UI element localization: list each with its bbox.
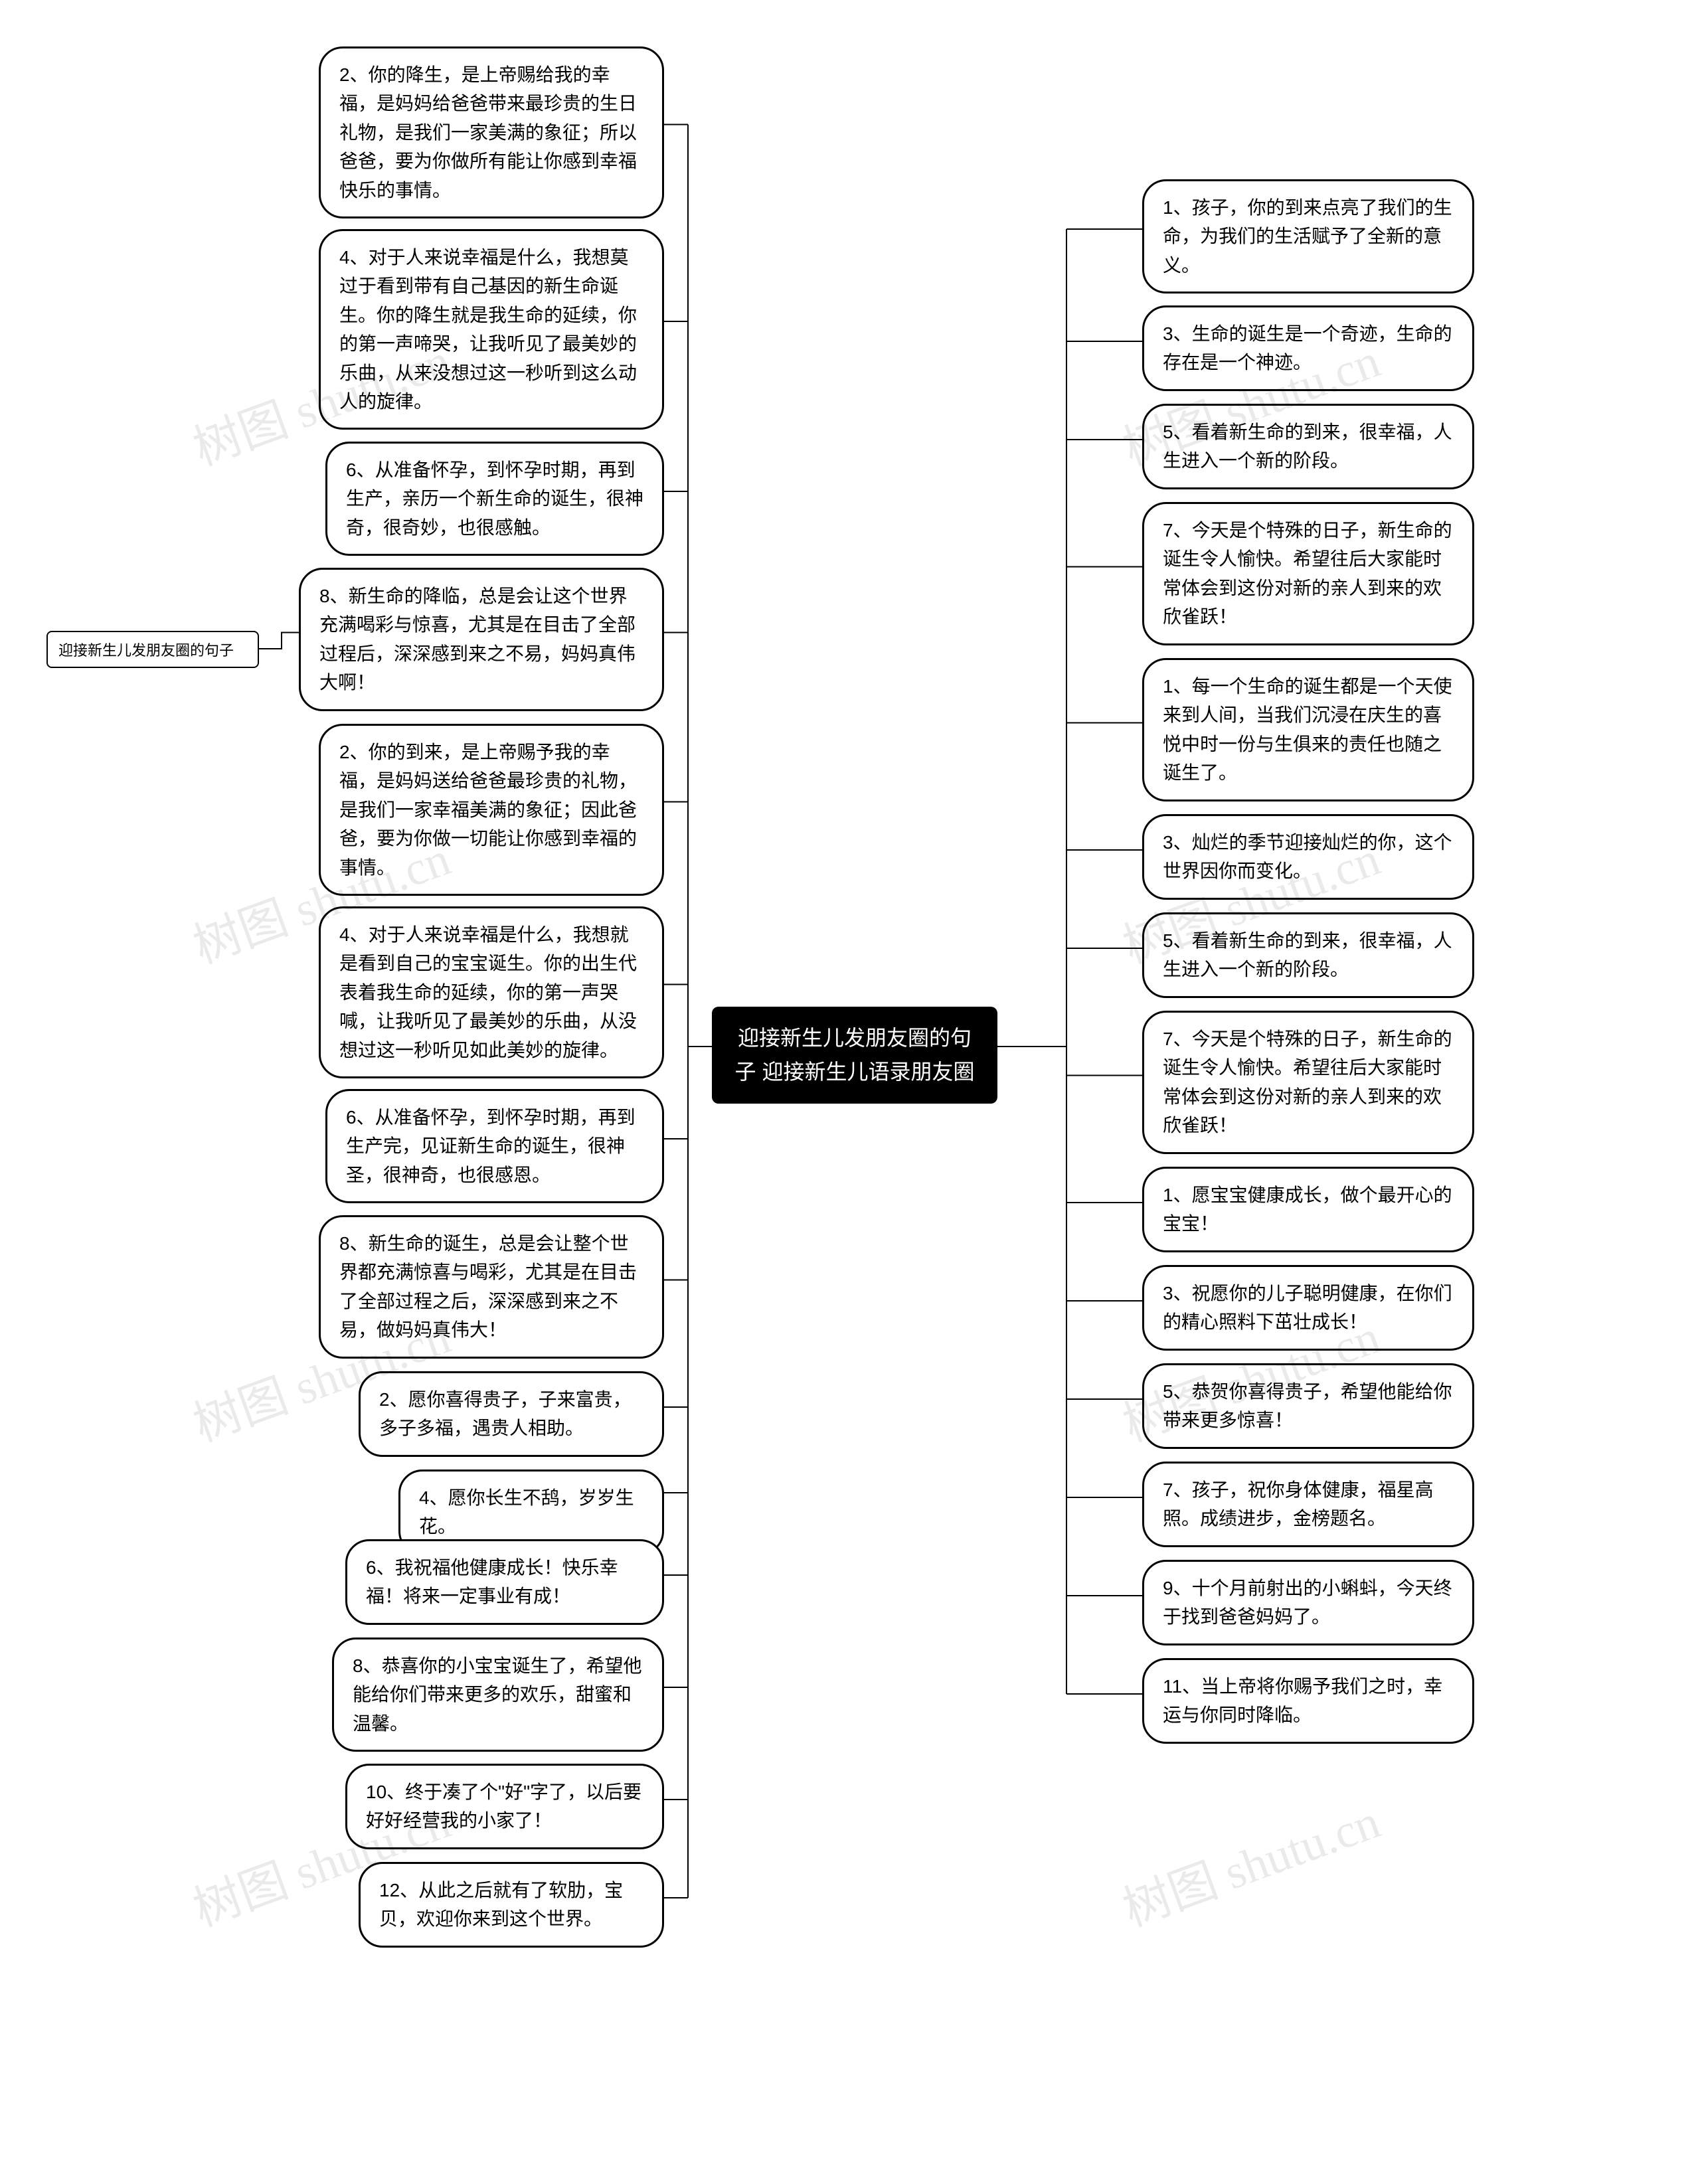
node-text: 4、对于人来说幸福是什么，我想就是看到自己的宝宝诞生。你的出生代表着我生命的延续…	[339, 924, 637, 1060]
center-topic: 迎接新生儿发朋友圈的句子 迎接新生儿语录朋友圈	[712, 1007, 997, 1104]
node-text: 7、孩子，祝你身体健康，福星高照。成绩进步，金榜题名。	[1163, 1479, 1434, 1529]
node-text: 8、恭喜你的小宝宝诞生了，希望他能给你们带来更多的欢乐，甜蜜和温馨。	[353, 1655, 642, 1734]
center-topic-text: 迎接新生儿发朋友圈的句子 迎接新生儿语录朋友圈	[735, 1026, 975, 1084]
left-node: 8、新生命的降临，总是会让这个世界充满喝彩与惊喜，尤其是在目击了全部过程后，深深…	[299, 568, 664, 711]
node-text: 5、看着新生命的到来，很幸福，人生进入一个新的阶段。	[1163, 422, 1452, 471]
right-node: 3、生命的诞生是一个奇迹，生命的存在是一个神迹。	[1142, 305, 1474, 391]
left-node: 4、对于人来说幸福是什么，我想莫过于看到带有自己基因的新生命诞生。你的降生就是我…	[319, 229, 664, 430]
left-node: 2、你的到来，是上帝赐予我的幸福，是妈妈送给爸爸最珍贵的礼物，是我们一家幸福美满…	[319, 724, 664, 896]
node-text: 4、愿你长生不鸹，岁岁生花。	[419, 1487, 634, 1537]
node-text: 7、今天是个特殊的日子，新生命的诞生令人愉快。希望往后大家能时常体会到这份对新的…	[1163, 520, 1452, 627]
node-text: 2、愿你喜得贵子，子来富贵，多子多福，遇贵人相助。	[379, 1389, 632, 1438]
node-text: 8、新生命的诞生，总是会让整个世界都充满惊喜与喝彩，尤其是在目击了全部过程之后，…	[339, 1233, 637, 1340]
right-node: 7、今天是个特殊的日子，新生命的诞生令人愉快。希望往后大家能时常体会到这份对新的…	[1142, 502, 1474, 645]
right-node: 1、愿宝宝健康成长，做个最开心的宝宝！	[1142, 1167, 1474, 1252]
node-text: 6、从准备怀孕，到怀孕时期，再到生产，亲历一个新生命的诞生，很神奇，很奇妙，也很…	[346, 460, 643, 538]
node-text: 3、灿烂的季节迎接灿烂的你，这个世界因你而变化。	[1163, 832, 1452, 881]
right-node: 5、看着新生命的到来，很幸福，人生进入一个新的阶段。	[1142, 912, 1474, 998]
node-text: 2、你的到来，是上帝赐予我的幸福，是妈妈送给爸爸最珍贵的礼物，是我们一家幸福美满…	[339, 742, 637, 878]
node-text: 10、终于凑了个"好"字了，以后要好好经营我的小家了！	[366, 1782, 641, 1831]
mindmap-canvas: 迎接新生儿发朋友圈的句子 迎接新生儿语录朋友圈 迎接新生儿发朋友圈的句子 2、你…	[0, 0, 1700, 2184]
right-node: 11、当上帝将你赐予我们之时，幸运与你同时降临。	[1142, 1658, 1474, 1744]
node-text: 6、我祝福他健康成长！快乐幸福！将来一定事业有成！	[366, 1557, 618, 1606]
node-text: 2、你的降生，是上帝赐给我的幸福，是妈妈给爸爸带来最珍贵的生日礼物，是我们一家美…	[339, 64, 637, 201]
left-node: 4、对于人来说幸福是什么，我想就是看到自己的宝宝诞生。你的出生代表着我生命的延续…	[319, 906, 664, 1078]
left-node: 12、从此之后就有了软肋，宝贝，欢迎你来到这个世界。	[359, 1862, 664, 1948]
left-node: 10、终于凑了个"好"字了，以后要好好经营我的小家了！	[345, 1764, 664, 1849]
node-text: 3、祝愿你的儿子聪明健康，在你们的精心照料下茁壮成长！	[1163, 1283, 1452, 1332]
side-label-text: 迎接新生儿发朋友圈的句子	[58, 642, 234, 659]
right-node: 1、每一个生命的诞生都是一个天使来到人间，当我们沉浸在庆生的喜悦中时一份与生俱来…	[1142, 658, 1474, 801]
node-text: 5、看着新生命的到来，很幸福，人生进入一个新的阶段。	[1163, 930, 1452, 979]
right-node: 5、恭贺你喜得贵子，希望他能给你带来更多惊喜！	[1142, 1363, 1474, 1449]
right-node: 9、十个月前射出的小蝌蚪，今天终于找到爸爸妈妈了。	[1142, 1560, 1474, 1645]
right-node: 3、灿烂的季节迎接灿烂的你，这个世界因你而变化。	[1142, 814, 1474, 900]
node-text: 1、每一个生命的诞生都是一个天使来到人间，当我们沉浸在庆生的喜悦中时一份与生俱来…	[1163, 676, 1452, 783]
node-text: 8、新生命的降临，总是会让这个世界充满喝彩与惊喜，尤其是在目击了全部过程后，深深…	[319, 586, 636, 693]
right-node: 5、看着新生命的到来，很幸福，人生进入一个新的阶段。	[1142, 404, 1474, 489]
left-node: 8、恭喜你的小宝宝诞生了，希望他能给你们带来更多的欢乐，甜蜜和温馨。	[332, 1638, 664, 1752]
node-text: 9、十个月前射出的小蝌蚪，今天终于找到爸爸妈妈了。	[1163, 1578, 1452, 1627]
left-node: 6、我祝福他健康成长！快乐幸福！将来一定事业有成！	[345, 1539, 664, 1625]
right-node: 3、祝愿你的儿子聪明健康，在你们的精心照料下茁壮成长！	[1142, 1265, 1474, 1351]
left-node: 6、从准备怀孕，到怀孕时期，再到生产，亲历一个新生命的诞生，很神奇，很奇妙，也很…	[325, 442, 664, 556]
node-text: 1、愿宝宝健康成长，做个最开心的宝宝！	[1163, 1185, 1452, 1234]
node-text: 1、孩子，你的到来点亮了我们的生命，为我们的生活赋予了全新的意义。	[1163, 197, 1452, 276]
left-node: 8、新生命的诞生，总是会让整个世界都充满惊喜与喝彩，尤其是在目击了全部过程之后，…	[319, 1215, 664, 1359]
right-node: 7、孩子，祝你身体健康，福星高照。成绩进步，金榜题名。	[1142, 1462, 1474, 1547]
left-node: 2、愿你喜得贵子，子来富贵，多子多福，遇贵人相助。	[359, 1371, 664, 1457]
node-text: 11、当上帝将你赐予我们之时，幸运与你同时降临。	[1163, 1676, 1442, 1725]
node-text: 7、今天是个特殊的日子，新生命的诞生令人愉快。希望往后大家能时常体会到这份对新的…	[1163, 1029, 1452, 1135]
node-text: 5、恭贺你喜得贵子，希望他能给你带来更多惊喜！	[1163, 1381, 1452, 1430]
left-node: 2、你的降生，是上帝赐给我的幸福，是妈妈给爸爸带来最珍贵的生日礼物，是我们一家美…	[319, 46, 664, 218]
side-label: 迎接新生儿发朋友圈的句子	[46, 631, 259, 668]
node-text: 12、从此之后就有了软肋，宝贝，欢迎你来到这个世界。	[379, 1880, 623, 1929]
node-text: 6、从准备怀孕，到怀孕时期，再到生产完，见证新生命的诞生，很神圣，很神奇，也很感…	[346, 1107, 636, 1185]
right-node: 1、孩子，你的到来点亮了我们的生命，为我们的生活赋予了全新的意义。	[1142, 179, 1474, 294]
node-text: 3、生命的诞生是一个奇迹，生命的存在是一个神迹。	[1163, 323, 1452, 373]
watermark: 树图 shutu.cn	[1112, 1782, 1388, 1940]
right-node: 7、今天是个特殊的日子，新生命的诞生令人愉快。希望往后大家能时常体会到这份对新的…	[1142, 1011, 1474, 1154]
node-text: 4、对于人来说幸福是什么，我想莫过于看到带有自己基因的新生命诞生。你的降生就是我…	[339, 247, 637, 412]
left-node: 6、从准备怀孕，到怀孕时期，再到生产完，见证新生命的诞生，很神圣，很神奇，也很感…	[325, 1089, 664, 1203]
